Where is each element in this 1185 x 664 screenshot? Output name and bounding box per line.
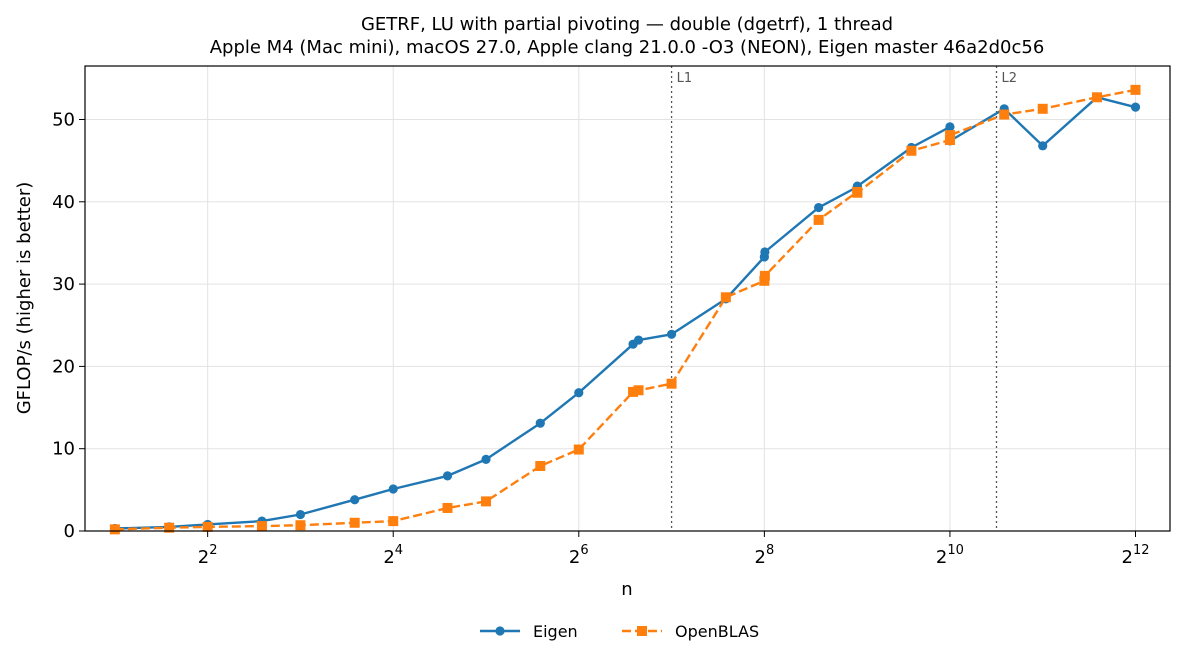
cache-label-l1: L1 — [677, 71, 693, 86]
series-openblas — [109, 84, 1141, 535]
legend-marker-openblas — [637, 626, 647, 636]
x-tick-exponent: 8 — [766, 543, 774, 558]
x-tick-base: 2 — [1122, 547, 1133, 568]
data-point — [1130, 102, 1141, 112]
cache-label-l2: L2 — [1001, 71, 1017, 86]
data-point — [1038, 141, 1048, 151]
data-point — [628, 386, 639, 397]
data-point — [1037, 103, 1048, 114]
legend: Eigen OpenBLAS — [480, 622, 759, 641]
data-point — [999, 109, 1010, 120]
data-point — [760, 247, 770, 257]
legend-label-openblas: OpenBLAS — [675, 622, 759, 641]
data-point — [633, 335, 644, 345]
cache-annotations: L1 L2 — [670, 66, 1017, 531]
data-point — [945, 130, 956, 141]
y-tick-label: 40 — [52, 192, 75, 213]
data-point — [481, 454, 491, 464]
legend-marker-eigen — [495, 626, 505, 636]
data-point — [109, 524, 120, 535]
x-tick-base: 2 — [569, 547, 580, 568]
data-point — [295, 509, 306, 520]
data-point — [388, 516, 399, 527]
chart-title: GETRF, LU with partial pivoting — double… — [361, 14, 893, 35]
series-line-eigen — [114, 96, 1136, 530]
y-axis-label: GFLOP/s (higher is better) — [14, 182, 35, 415]
data-point — [852, 187, 863, 198]
data-point — [535, 418, 545, 428]
data-point — [1130, 84, 1141, 95]
data-point — [535, 460, 546, 471]
data-point — [574, 388, 584, 398]
x-tick-base: 2 — [936, 547, 947, 568]
data-point — [814, 202, 824, 213]
data-point — [256, 521, 267, 532]
grid-lines — [85, 66, 1170, 532]
data-point — [1091, 92, 1102, 103]
data-point — [813, 214, 824, 225]
x-tick-exponent: 6 — [580, 543, 588, 558]
data-point — [164, 522, 175, 533]
data-point — [945, 122, 955, 132]
data-point — [906, 145, 917, 156]
data-point — [350, 495, 360, 505]
data-point — [349, 517, 360, 528]
x-tick-exponent: 2 — [209, 543, 217, 558]
series-eigen — [110, 92, 1141, 534]
y-tick-label: 10 — [52, 439, 75, 460]
data-point — [295, 520, 306, 531]
data-point — [442, 471, 453, 481]
data-point — [666, 378, 677, 389]
data-point — [759, 270, 770, 281]
y-tick-label: 50 — [52, 109, 75, 130]
legend-label-eigen: Eigen — [533, 622, 578, 641]
series-layer — [109, 84, 1141, 535]
series-line-openblas — [114, 88, 1136, 531]
plot-frame — [84, 65, 1171, 532]
x-tick-base: 2 — [383, 547, 394, 568]
x-tick-label: 210 — [936, 543, 964, 568]
x-tick-label: 22 — [198, 543, 218, 568]
y-tick-label: 0 — [64, 521, 75, 542]
y-axis: 0 10 20 30 40 50 — [52, 109, 85, 542]
x-tick-label: 26 — [569, 543, 589, 568]
x-tick-label: 24 — [383, 543, 403, 568]
x-tick-label: 28 — [754, 543, 774, 568]
x-tick-base: 2 — [198, 547, 209, 568]
data-point — [202, 521, 213, 532]
data-point — [573, 444, 584, 455]
x-tick-base: 2 — [754, 547, 765, 568]
x-tick-label: 212 — [1122, 543, 1150, 568]
chart-subtitle: Apple M4 (Mac mini), macOS 27.0, Apple c… — [210, 37, 1045, 58]
y-tick-label: 30 — [52, 274, 75, 295]
x-tick-exponent: 4 — [395, 543, 403, 558]
data-point — [633, 385, 644, 396]
x-tick-exponent: 10 — [947, 543, 964, 558]
data-point — [666, 329, 677, 339]
x-axis-label: n — [621, 579, 632, 600]
data-point — [481, 496, 492, 507]
x-tick-exponent: 12 — [1133, 543, 1150, 558]
data-point — [442, 502, 453, 513]
data-point — [388, 484, 398, 494]
y-tick-label: 20 — [52, 356, 75, 377]
data-point — [720, 292, 731, 303]
x-axis: 22 24 26 28 210 212 — [198, 531, 1150, 568]
